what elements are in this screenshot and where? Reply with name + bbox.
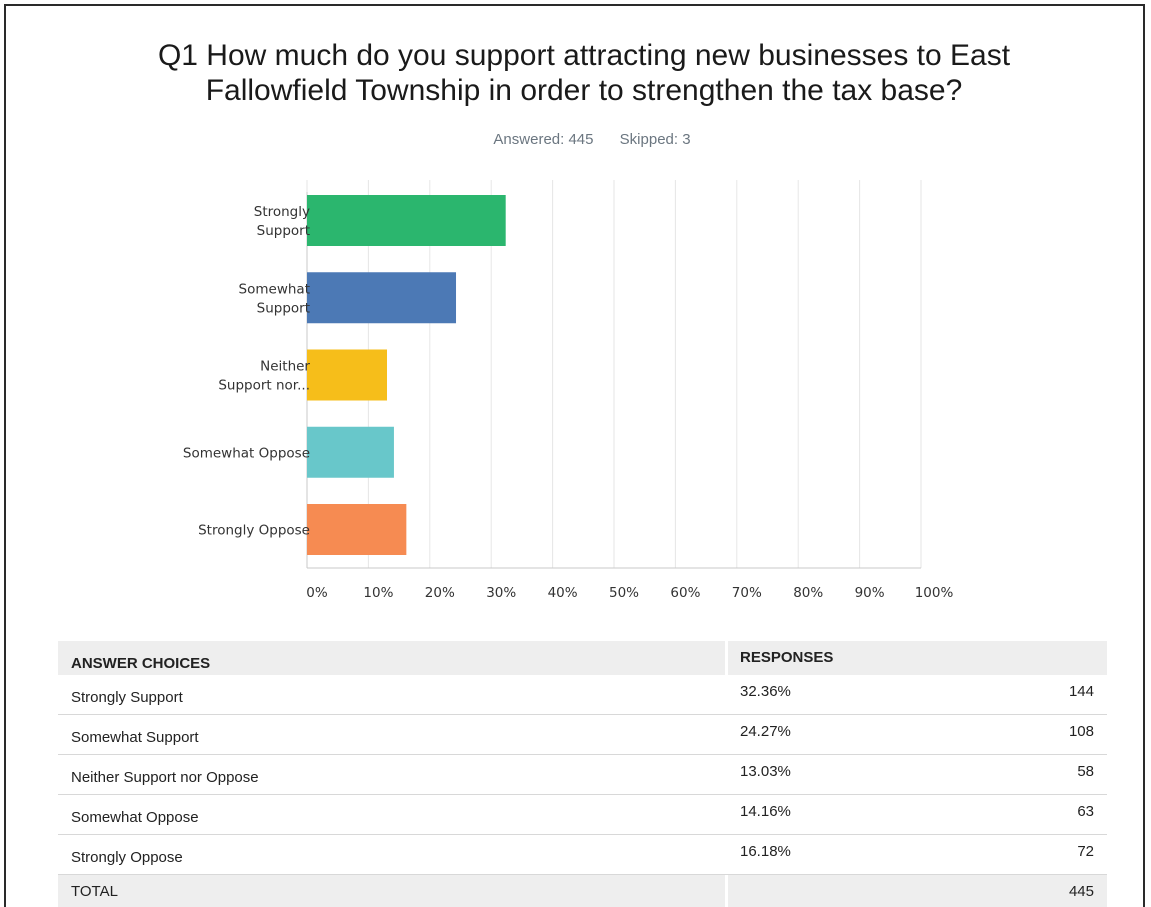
row-count: 108: [1068, 723, 1094, 740]
table-header: ANSWER CHOICES RESPONSES: [58, 641, 1107, 675]
row-count: 58: [1077, 763, 1094, 780]
table-row: Somewhat Oppose 14.16% 63: [58, 795, 1107, 835]
bar: [307, 272, 457, 324]
x-tick-label: 60%: [670, 585, 700, 601]
chart-title: Q1 How much do you support attracting ne…: [0, 38, 1151, 108]
x-tick-labels: 0% 10% 20% 30% 40% 50% 60% 70% 80% 90% 100%: [306, 585, 953, 601]
table-row: Somewhat Support 24.27% 108: [58, 715, 1107, 755]
total-label: TOTAL: [71, 883, 118, 900]
answered-count: Answered: 445: [493, 131, 594, 148]
x-tick-label: 40%: [548, 585, 578, 601]
row-choice: Strongly Support: [71, 689, 183, 706]
x-tick-label: 30%: [486, 585, 516, 601]
table-row: Strongly Support 32.36% 144: [58, 675, 1107, 715]
row-count: 72: [1077, 843, 1094, 860]
row-count: 144: [1068, 683, 1094, 700]
x-tick-label: 100%: [915, 585, 954, 601]
responses-table: ANSWER CHOICES RESPONSES Strongly Suppor…: [58, 641, 1107, 907]
x-tick-label: 70%: [732, 585, 762, 601]
header-responses: RESPONSES: [740, 649, 834, 666]
header-divider: [725, 641, 728, 675]
row-percent: 32.36%: [740, 683, 791, 700]
x-tick-label: 20%: [425, 585, 455, 601]
row-choice: Somewhat Support: [71, 729, 199, 746]
table-row: Strongly Oppose 16.18% 72: [58, 835, 1107, 875]
title-line-1: Q1 How much do you support attracting ne…: [157, 39, 1011, 72]
table-row: Neither Support nor Oppose 13.03% 58: [58, 755, 1107, 795]
x-tick-label: 80%: [793, 585, 823, 601]
category-label: Neither: [260, 359, 310, 375]
skipped-count: Skipped: 3: [619, 131, 691, 148]
category-label: Somewhat Oppose: [183, 445, 310, 461]
category-label: Somewhat: [239, 281, 310, 297]
row-choice: Neither Support nor Oppose: [71, 769, 259, 786]
response-stats: Answered: 445 Skipped: 3: [0, 131, 1151, 148]
row-percent: 16.18%: [740, 843, 791, 860]
category-label: Support nor...: [218, 378, 310, 394]
table-total-row: TOTAL 445: [58, 875, 1107, 907]
title-line-2: Fallowfield Township in order to strengt…: [205, 74, 963, 107]
category-label: Support: [257, 223, 310, 239]
bar: [307, 349, 388, 401]
row-percent: 14.16%: [740, 803, 791, 820]
total-divider: [725, 875, 728, 907]
x-tick-label: 10%: [363, 585, 393, 601]
bar-chart: Strongly Support Somewhat Support Neither Sup…: [183, 180, 953, 601]
row-percent: 24.27%: [740, 723, 791, 740]
category-labels: Strongly Support Somewhat Support Neither Sup…: [183, 204, 311, 539]
row-count: 63: [1077, 803, 1094, 820]
total-value: 445: [1068, 883, 1094, 900]
survey-frame: [4, 4, 1145, 907]
x-tick-label: 50%: [609, 585, 639, 601]
bar: [307, 426, 394, 478]
category-label: Strongly Oppose: [198, 523, 310, 539]
row-choice: Strongly Oppose: [71, 849, 183, 866]
category-label: Strongly: [254, 204, 310, 220]
row-percent: 13.03%: [740, 763, 791, 780]
bar: [307, 504, 407, 555]
x-tick-label: 90%: [855, 585, 885, 601]
header-answer-choices: ANSWER CHOICES: [71, 655, 211, 672]
row-choice: Somewhat Oppose: [71, 809, 199, 826]
x-tick-label: 0%: [306, 585, 328, 601]
bar: [307, 195, 506, 246]
chart-bars: [307, 195, 506, 555]
category-label: Support: [257, 300, 310, 316]
